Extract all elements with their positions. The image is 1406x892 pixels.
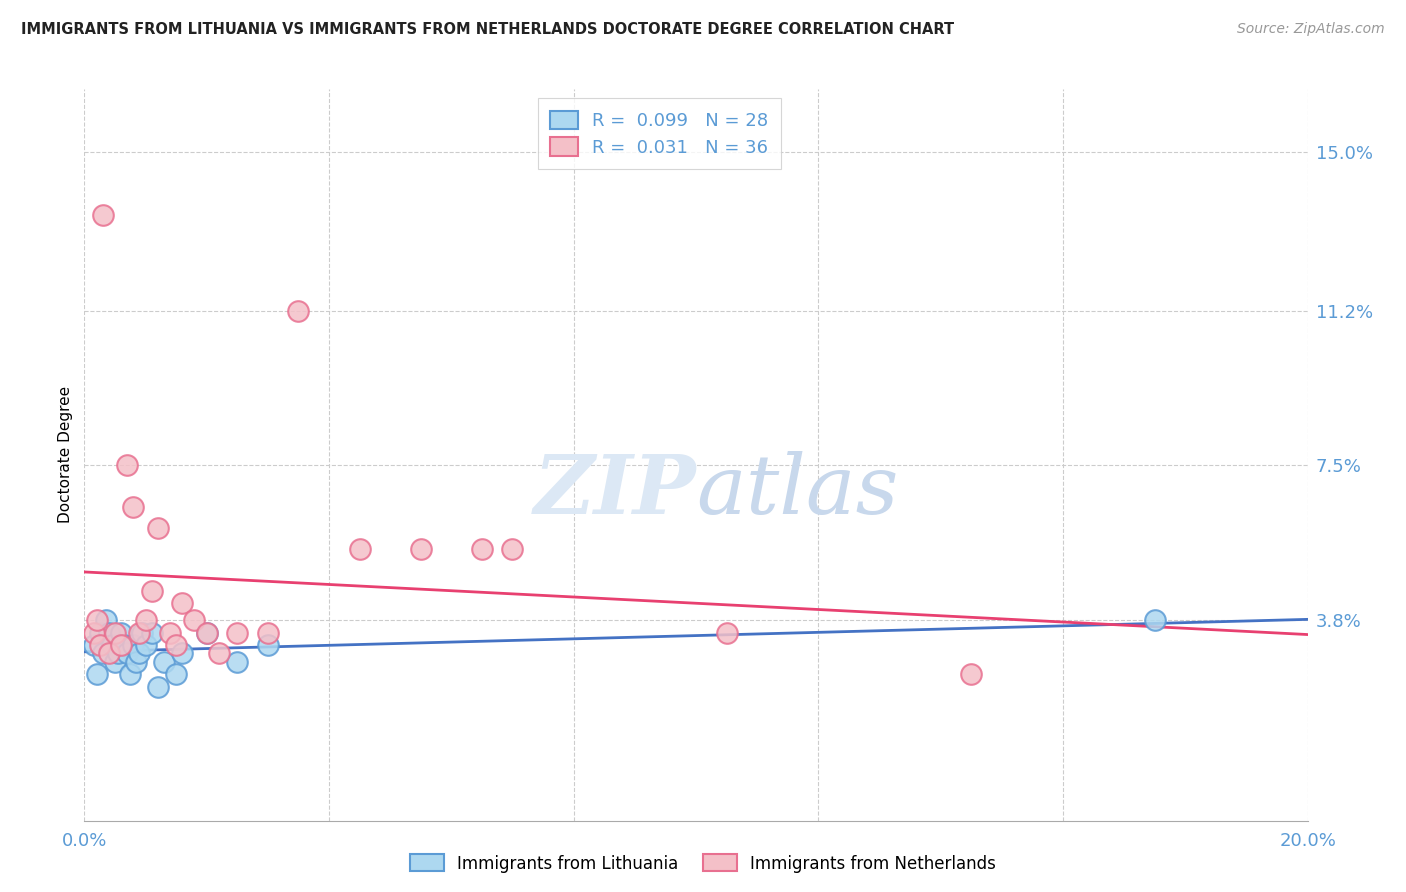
Point xyxy=(287,303,309,318)
Point xyxy=(172,647,194,661)
Point xyxy=(135,638,157,652)
Point xyxy=(165,638,187,652)
Point xyxy=(146,680,169,694)
Point xyxy=(183,613,205,627)
Point xyxy=(101,638,124,652)
Legend: R =  0.099   N = 28, R =  0.031   N = 36: R = 0.099 N = 28, R = 0.031 N = 36 xyxy=(538,98,780,169)
Point xyxy=(97,647,120,661)
Point xyxy=(125,655,148,669)
Text: IMMIGRANTS FROM LITHUANIA VS IMMIGRANTS FROM NETHERLANDS DOCTORATE DEGREE CORREL: IMMIGRANTS FROM LITHUANIA VS IMMIGRANTS … xyxy=(21,22,955,37)
Point xyxy=(110,638,132,652)
Text: ZIP: ZIP xyxy=(533,451,696,532)
Point xyxy=(257,625,280,640)
Point xyxy=(146,521,169,535)
Point xyxy=(135,613,157,627)
Point xyxy=(159,625,181,640)
Point xyxy=(165,667,187,681)
Point xyxy=(128,625,150,640)
Point xyxy=(471,541,494,556)
Point xyxy=(110,625,132,640)
Point xyxy=(107,647,129,661)
Point xyxy=(208,647,231,661)
Point xyxy=(86,613,108,627)
Point xyxy=(89,638,111,652)
Point xyxy=(1143,613,1166,627)
Point xyxy=(122,500,145,515)
Point xyxy=(89,625,111,640)
Legend: Immigrants from Lithuania, Immigrants from Netherlands: Immigrants from Lithuania, Immigrants fr… xyxy=(404,847,1002,880)
Point xyxy=(257,638,280,652)
Point xyxy=(104,655,127,669)
Point xyxy=(131,625,153,640)
Point xyxy=(115,458,138,473)
Point xyxy=(141,625,163,640)
Point xyxy=(226,655,249,669)
Point xyxy=(91,647,114,661)
Point xyxy=(128,647,150,661)
Point xyxy=(115,647,138,661)
Point xyxy=(86,667,108,681)
Point xyxy=(97,625,120,640)
Point xyxy=(83,638,105,652)
Point xyxy=(104,625,127,640)
Point xyxy=(172,596,194,610)
Point xyxy=(226,625,249,640)
Point xyxy=(112,638,135,652)
Point xyxy=(153,655,176,669)
Point xyxy=(502,541,524,556)
Point xyxy=(409,541,432,556)
Point xyxy=(349,541,371,556)
Text: atlas: atlas xyxy=(696,451,898,532)
Point xyxy=(195,625,218,640)
Point xyxy=(120,667,142,681)
Point xyxy=(716,625,738,640)
Point xyxy=(91,208,114,222)
Y-axis label: Doctorate Degree: Doctorate Degree xyxy=(58,386,73,524)
Text: Source: ZipAtlas.com: Source: ZipAtlas.com xyxy=(1237,22,1385,37)
Point xyxy=(83,625,105,640)
Point xyxy=(960,667,983,681)
Point xyxy=(195,625,218,640)
Point xyxy=(141,583,163,598)
Point xyxy=(94,613,117,627)
Point xyxy=(122,638,145,652)
